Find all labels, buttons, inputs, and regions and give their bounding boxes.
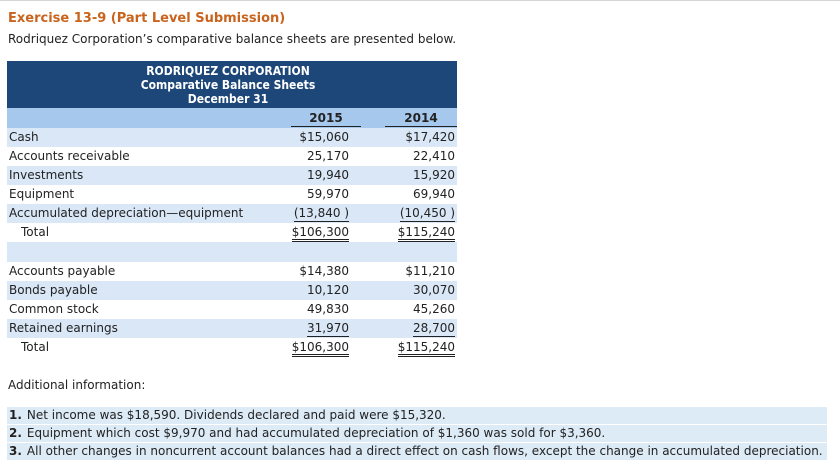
statement-name: Comparative Balance Sheets: [140, 78, 316, 92]
year-2014-header: 2014: [385, 111, 457, 127]
section-spacer: [7, 242, 457, 262]
value-2014: $17,420: [405, 130, 455, 144]
table-row: Accumulated depreciation—equipment (13,8…: [7, 204, 457, 223]
value-2014: 45,260: [413, 302, 455, 316]
table-row: Bonds payable 10,120 30,070: [7, 281, 457, 300]
row-label: Accounts receivable: [9, 149, 130, 163]
balance-sheet-header: RODRIQUEZ CORPORATION Comparative Balanc…: [7, 61, 457, 108]
row-label: Equipment: [9, 187, 75, 201]
value-2015: 19,940: [307, 168, 349, 182]
row-label: Common stock: [9, 302, 99, 316]
table-row: Accounts payable $14,380 $11,210: [7, 262, 457, 281]
total-2014: $115,240: [397, 340, 455, 357]
value-2014: (10,450 ): [399, 206, 455, 222]
note-number: 1.: [9, 408, 22, 422]
value-2014: 30,070: [413, 283, 455, 297]
year-header-row: 2015 2014: [7, 108, 457, 128]
total-assets-row: Total $106,300 $115,240: [7, 223, 457, 242]
note-text: Equipment which cost $9,970 and had accu…: [26, 426, 606, 440]
table-row: Retained earnings 31,970 28,700: [7, 319, 457, 338]
year-2015-header: 2015: [291, 111, 361, 127]
total-2015: $106,300: [291, 225, 349, 242]
table-row: Investments 19,940 15,920: [7, 166, 457, 185]
table-row: Cash $15,060 $17,420: [7, 128, 457, 147]
value-2015: $14,380: [299, 264, 349, 278]
note-number: 3.: [9, 444, 22, 458]
value-2015: $15,060: [299, 130, 349, 144]
row-label: Bonds payable: [9, 283, 98, 297]
row-label: Retained earnings: [9, 321, 118, 335]
value-2014: 15,920: [413, 168, 455, 182]
statement-date: December 31: [187, 92, 269, 106]
total-2015: $106,300: [291, 340, 349, 357]
total-label: Total: [21, 225, 50, 239]
total-label: Total: [21, 340, 50, 354]
note-text: All other changes in noncurrent account …: [26, 444, 823, 458]
note-number: 2.: [9, 426, 22, 440]
row-label: Cash: [9, 130, 39, 144]
table-row: Accounts receivable 25,170 22,410: [7, 147, 457, 166]
value-2014: $11,210: [405, 264, 455, 278]
value-2015: 49,830: [307, 302, 349, 316]
additional-info-heading: Additional information:: [8, 378, 146, 392]
value-2014: 22,410: [413, 149, 455, 163]
company-name: RODRIQUEZ CORPORATION: [146, 64, 310, 78]
list-item: 3. All other changes in noncurrent accoun…: [7, 443, 827, 460]
row-label: Investments: [9, 168, 84, 182]
value-2015: 31,970: [307, 321, 349, 337]
exercise-title: Exercise 13-9 (Part Level Submission): [8, 11, 286, 26]
top-divider: [0, 0, 840, 1]
total-2014: $115,240: [397, 225, 455, 242]
table-row: Common stock 49,830 45,260: [7, 300, 457, 319]
table-row: Equipment 59,970 69,940: [7, 185, 457, 204]
list-item: 2. Equipment which cost $9,970 and had ac…: [7, 425, 827, 442]
balance-sheet-table: RODRIQUEZ CORPORATION Comparative Balanc…: [7, 61, 457, 357]
total-liabilities-equity-row: Total $106,300 $115,240: [7, 338, 457, 357]
intro-text: Rodriquez Corporation’s comparative bala…: [8, 32, 457, 46]
row-label: Accumulated depreciation—equipment: [9, 206, 244, 220]
value-2015: 10,120: [307, 283, 349, 297]
additional-info-list: 1. Net income was $18,590. Dividends decl…: [7, 407, 827, 461]
list-item: 1. Net income was $18,590. Dividends decl…: [7, 407, 827, 424]
value-2015: 59,970: [307, 187, 349, 201]
value-2015: (13,840 ): [293, 206, 349, 222]
row-label: Accounts payable: [9, 264, 116, 278]
value-2014: 28,700: [413, 321, 455, 337]
note-text: Net income was $18,590. Dividends declar…: [26, 408, 446, 422]
value-2014: 69,940: [413, 187, 455, 201]
value-2015: 25,170: [307, 149, 349, 163]
